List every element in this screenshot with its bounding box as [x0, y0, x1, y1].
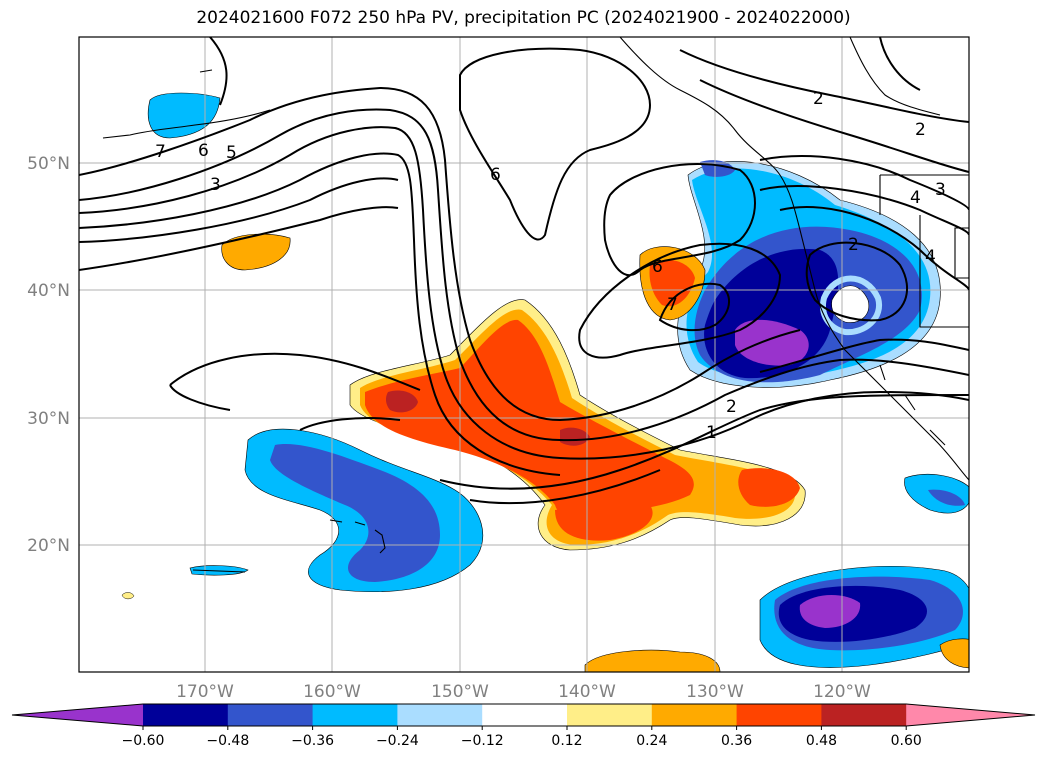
contour-label: 6 — [490, 165, 501, 185]
colorbar-segment — [397, 704, 483, 726]
colorbar-tick-label: 0.60 — [891, 733, 922, 749]
negative-anomaly-southeast — [759, 473, 969, 668]
contour-label: 2 — [726, 397, 737, 417]
colorbar-segment — [312, 704, 398, 726]
colorbar-segment — [906, 704, 1035, 726]
contour-label: 3 — [935, 180, 946, 200]
latitude-labels: 50°N 40°N 30°N 20°N — [27, 154, 70, 556]
coastlines — [102, 37, 969, 573]
colorbar-tick-label: 0.24 — [636, 733, 667, 749]
contour-label: 7 — [155, 142, 166, 162]
map-title: 2024021600 F072 250 hPa PV, precipitatio… — [196, 8, 851, 28]
lon-label: 140°W — [558, 682, 616, 702]
map-content: 7 6 5 3 6 6 7 2 1 2 3 4 2 4 2 — [79, 37, 969, 672]
contour-label: 1 — [706, 423, 717, 443]
lat-label: 50°N — [27, 154, 70, 174]
pv-contours — [79, 37, 969, 505]
colorbar-tick-label: 0.12 — [551, 733, 582, 749]
colorbar-tick-label: 0.36 — [721, 733, 752, 749]
colorbar-segment — [143, 704, 229, 726]
lat-label: 40°N — [27, 281, 70, 301]
colorbar-tick-label: −0.12 — [461, 733, 504, 749]
longitude-labels: 170°W 160°W 150°W 140°W 130°W 120°W — [176, 682, 871, 702]
contour-label: 3 — [210, 175, 221, 195]
colorbar-tick-label: 0.48 — [806, 733, 837, 749]
lon-label: 120°W — [813, 682, 871, 702]
colorbar-segment — [567, 704, 653, 726]
colorbar-segment — [12, 704, 143, 726]
contour-label: 2 — [848, 235, 859, 255]
colorbar-tick-label: −0.48 — [206, 733, 249, 749]
colorbar-segment — [651, 704, 738, 726]
colorbar-segment — [227, 704, 314, 726]
lon-label: 160°W — [303, 682, 361, 702]
positive-anomaly-patches — [121, 233, 969, 672]
graticule — [79, 37, 969, 672]
colorbar-tick-label: −0.60 — [122, 733, 165, 749]
colorbar-tick-label: −0.36 — [291, 733, 334, 749]
contour-label: 4 — [910, 188, 921, 208]
map-frame — [78, 36, 970, 673]
colorbar: −0.60 −0.48 −0.36 −0.24 −0.12 0.12 0.24 0.36 0.4… — [11, 703, 1036, 749]
contour-label: 6 — [652, 257, 663, 277]
lon-label: 130°W — [686, 682, 744, 702]
contour-label: 2 — [915, 120, 926, 140]
colorbar-tick-label: −0.24 — [376, 733, 419, 749]
contour-label: 5 — [226, 143, 237, 163]
contour-labels: 7 6 5 3 6 6 7 2 1 2 3 4 2 4 2 — [155, 89, 946, 443]
lat-label: 20°N — [27, 536, 70, 556]
contour-label: 4 — [925, 247, 936, 267]
contour-label: 7 — [667, 295, 678, 315]
contour-label: 2 — [813, 89, 824, 109]
colorbar-segment — [736, 704, 822, 726]
contour-label: 6 — [198, 141, 209, 161]
lon-label: 170°W — [176, 682, 234, 702]
positive-anomaly-band — [349, 299, 806, 551]
lon-label: 150°W — [431, 682, 489, 702]
colorbar-segment — [821, 704, 907, 726]
colorbar-segment — [482, 704, 568, 726]
lat-label: 30°N — [27, 409, 70, 429]
